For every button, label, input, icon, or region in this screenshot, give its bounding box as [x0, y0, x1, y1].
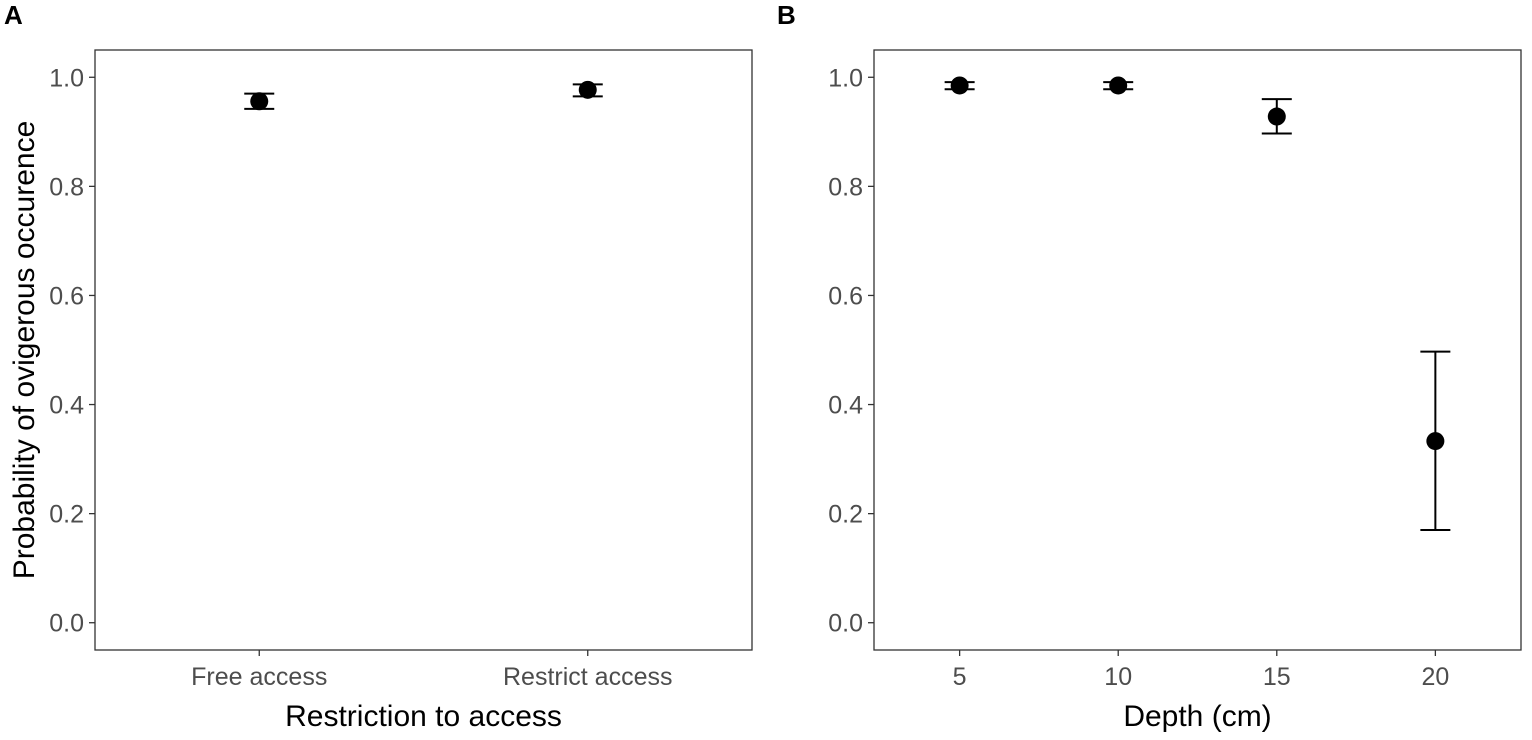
x-tick-label: 5 — [953, 663, 967, 691]
x-tick-label: 15 — [1263, 663, 1291, 691]
y-tick-label: 0.2 — [828, 501, 863, 529]
y-tick-label: 0.0 — [828, 610, 863, 638]
y-tick-label: 0.0 — [49, 610, 84, 638]
y-tick-label: 1.0 — [828, 64, 863, 92]
data-point — [578, 80, 597, 99]
x-tick-label: Free access — [191, 663, 327, 691]
x-axis-title: Depth (cm) — [1123, 700, 1271, 733]
plot-frame — [873, 49, 1522, 651]
panel-letter: B — [777, 0, 796, 30]
y-tick-label: 0.8 — [49, 173, 84, 201]
x-tick-label: 10 — [1104, 663, 1132, 691]
x-tick-label: 20 — [1421, 663, 1449, 691]
data-point — [1426, 432, 1445, 451]
panel-a: A 0.0 0.2 0.4 0.6 0.8 1.0 Free access Restrict a… — [4, 0, 753, 733]
panel-b: B 0.0 0.2 0.4 0.6 0.8 1.0 5 10 15 20 Depth (cm) — [777, 0, 1522, 733]
y-tick-label: 0.8 — [828, 173, 863, 201]
data-point — [950, 76, 969, 95]
y-tick-label: 0.4 — [49, 392, 84, 420]
panel-letter: A — [4, 0, 23, 30]
x-tick-label: Restrict access — [503, 663, 672, 691]
y-tick-label: 0.6 — [828, 282, 863, 310]
y-tick-label: 0.4 — [828, 392, 863, 420]
data-point — [250, 92, 269, 111]
y-axis-title: Probability of ovigerous occurence — [8, 121, 41, 580]
data-point — [1267, 107, 1286, 126]
plot-frame — [94, 49, 753, 651]
data-point — [1109, 76, 1128, 95]
y-tick-label: 1.0 — [49, 64, 84, 92]
x-axis-title: Restriction to access — [285, 700, 562, 733]
y-tick-label: 0.2 — [49, 501, 84, 529]
y-tick-label: 0.6 — [49, 282, 84, 310]
